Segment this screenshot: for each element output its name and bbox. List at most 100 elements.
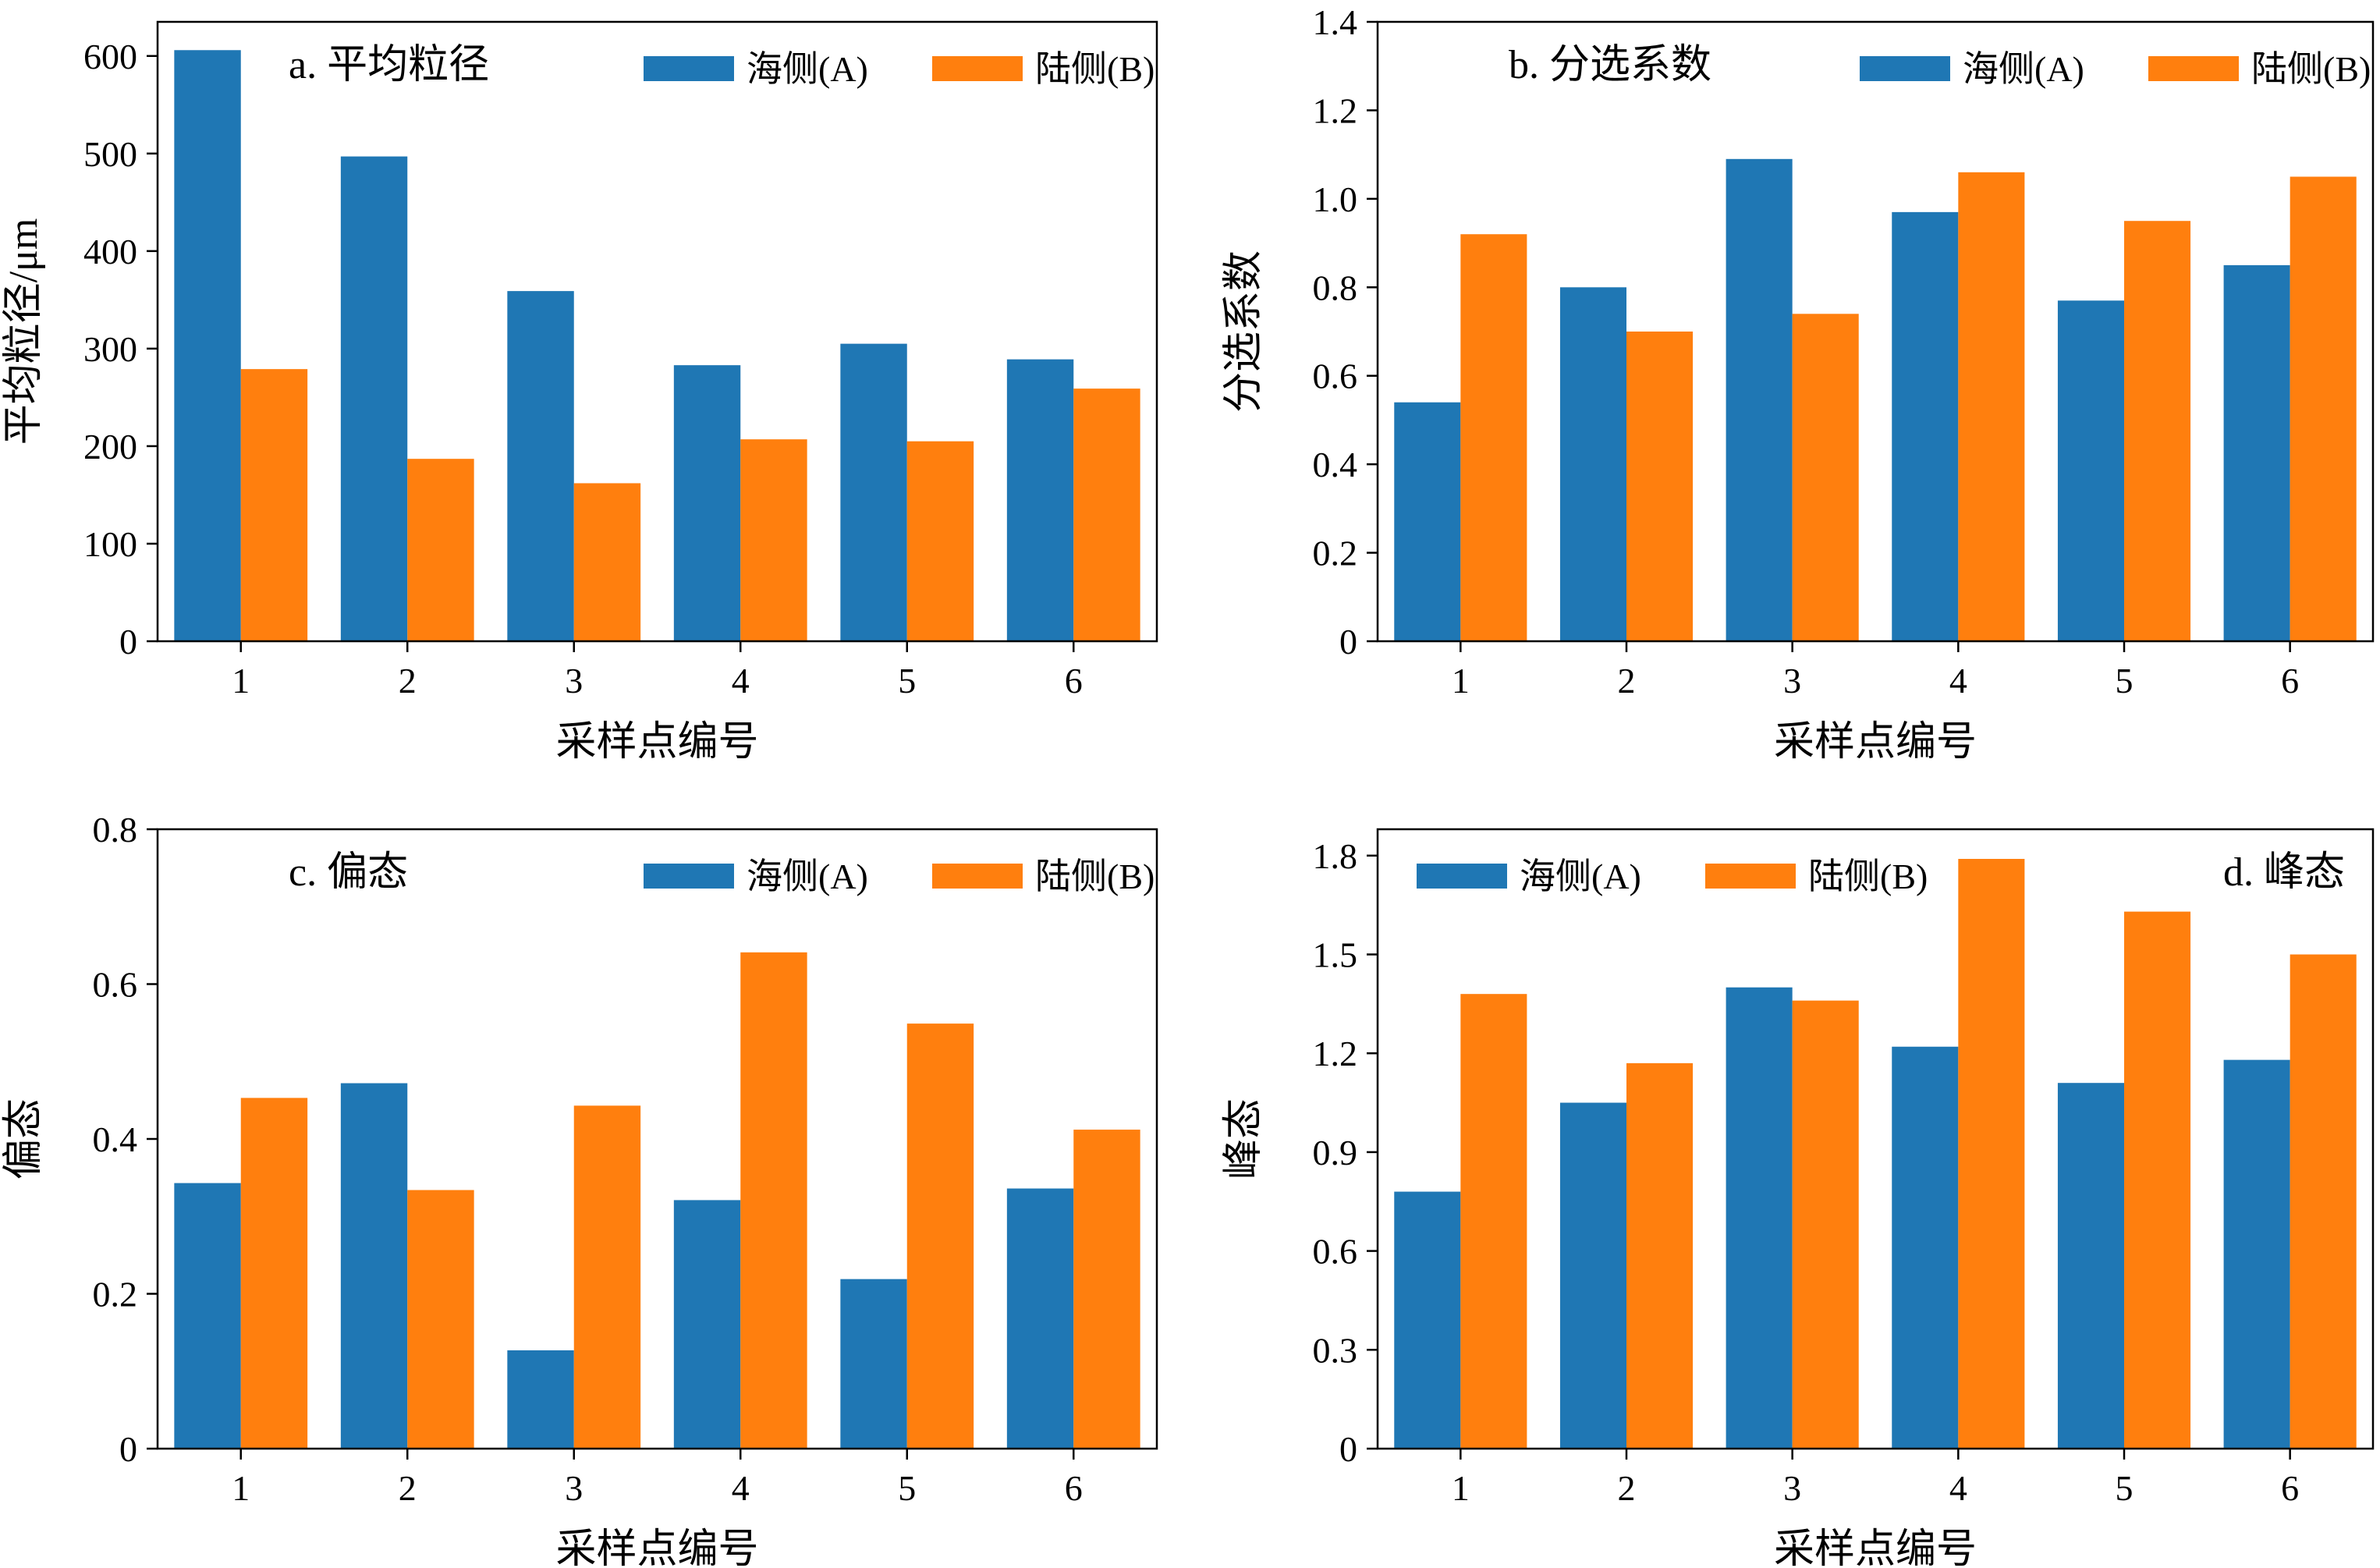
legend-label-sea: 海侧(A) [747,857,868,896]
y-tick-label: 1.4 [1313,2,1358,42]
y-tick-label: 500 [83,134,137,174]
x-tick-label: 4 [732,1468,750,1508]
x-tick-label: 3 [1783,1468,1801,1508]
bar-land-site-3 [573,483,641,641]
bar-sea-site-4 [673,365,741,641]
legend-label-land: 陆侧(B) [2251,49,2371,89]
bar-land-site-6 [1073,388,1140,641]
x-tick-label: 1 [232,1468,250,1508]
y-tick-label: 0 [1339,1429,1357,1469]
x-axis-title: 采样点编号 [1774,720,1977,764]
y-tick-label: 400 [83,232,137,271]
bar-land-site-4 [1958,172,2025,642]
bar-sea-site-1 [174,1183,241,1449]
panel-title: a. 平均粒径 [289,43,489,87]
bar-land-site-4 [740,439,807,641]
bar-land-site-1 [1460,994,1527,1449]
bar-land-site-2 [407,1190,474,1449]
bar-sea-site-1 [1394,1191,1461,1449]
legend-swatch-land [2148,56,2239,81]
y-axis-title: 平均粒径/μm [2,218,46,445]
x-tick-label: 4 [1949,661,1967,701]
legend-label-land: 陆侧(B) [1808,857,1928,896]
bar-land-site-5 [906,441,974,641]
bar-sea-site-4 [1892,211,1959,641]
bar-sea-site-3 [1726,987,1793,1449]
y-tick-label: 1.2 [1313,90,1358,130]
legend-label-land: 陆侧(B) [1035,857,1155,896]
panel-title: c. 偏态 [289,850,408,895]
bar-sea-site-6 [2223,264,2290,641]
x-tick-label: 2 [399,661,417,701]
y-tick-label: 1.0 [1313,179,1358,219]
x-tick-label: 6 [1065,1468,1083,1508]
bar-land-site-3 [1792,314,1859,641]
bar-land-site-6 [1073,1130,1140,1449]
bar-land-site-2 [1626,332,1694,641]
bar-land-site-3 [573,1105,641,1449]
bar-land-site-5 [2124,221,2191,641]
bar-sea-site-6 [1006,359,1074,641]
y-tick-label: 0.6 [1313,357,1358,396]
x-tick-label: 3 [565,661,583,701]
bar-land-site-5 [2124,911,2191,1449]
bar-sea-site-3 [507,291,574,641]
plot-frame [1376,828,2375,1450]
plot-frame [1376,20,2375,643]
bar-sea-site-1 [1394,402,1461,641]
bar-land-site-4 [740,952,807,1449]
x-tick-label: 3 [565,1468,583,1508]
y-tick-label: 0.3 [1313,1330,1358,1370]
legend-swatch-land [1705,864,1796,889]
legend-label-land: 陆侧(B) [1035,49,1155,89]
bar-sea-site-2 [340,1083,408,1449]
chart-panel-a: 0 100 200 300 400 500 600 1 2 3 4 5 6 采样点编号 平均粒径/μm a. … [2,20,1158,764]
y-tick-label: 1.2 [1313,1034,1358,1073]
y-tick-label: 0.4 [93,1119,138,1159]
bar-land-site-6 [2290,176,2357,641]
x-axis-title: 采样点编号 [1774,1527,1977,1568]
legend-label-sea: 海侧(A) [1520,857,1641,896]
legend-label-sea: 海侧(A) [747,49,868,89]
y-tick-label: 0.9 [1313,1133,1358,1172]
x-tick-label: 1 [232,661,250,701]
x-tick-label: 3 [1783,661,1801,701]
y-tick-label: 0 [119,622,137,662]
x-tick-label: 4 [732,661,750,701]
y-tick-label: 0.4 [1313,445,1358,484]
bar-land-site-1 [240,369,308,641]
bar-sea-site-2 [1559,287,1626,641]
y-axis-title: 峰态 [1222,1098,1266,1180]
bar-sea-site-2 [340,156,408,642]
bar-sea-site-1 [174,50,241,641]
bar-sea-site-4 [1892,1046,1959,1449]
y-tick-label: 0.2 [93,1275,138,1314]
bar-land-site-4 [1958,859,2025,1449]
bar-sea-site-5 [840,1279,907,1449]
y-tick-label: 300 [83,329,137,369]
chart-panel-b: 0 0.2 0.4 0.6 0.8 1.0 1.2 1.4 1 2 3 4 5 6 采样点编号 分选系数 b. … [1222,2,2375,764]
x-tick-label: 2 [1618,1468,1636,1508]
bar-land-site-1 [1460,234,1527,641]
bar-sea-site-5 [840,343,907,641]
y-tick-label: 0 [1339,622,1357,662]
legend-swatch-land [932,864,1023,889]
bar-land-site-1 [240,1098,308,1449]
x-tick-label: 1 [1452,661,1470,701]
legend-swatch-sea [1417,864,1507,889]
y-tick-label: 200 [83,427,137,466]
chart-panel-c: 0 0.2 0.4 0.6 0.8 1 2 3 4 5 6 采样点编号 偏态 c. 偏态 海侧(A) 陆侧(B… [2,810,1158,1568]
x-tick-label: 5 [898,661,916,701]
x-tick-label: 1 [1452,1468,1470,1508]
legend-swatch-land [932,56,1023,81]
bar-sea-site-4 [673,1200,741,1449]
y-tick-label: 0.2 [1313,534,1358,573]
y-tick-label: 600 [83,37,137,76]
x-tick-label: 5 [2116,661,2133,701]
x-axis-title: 采样点编号 [555,720,758,764]
bar-land-site-6 [2290,954,2357,1449]
y-tick-label: 100 [83,524,137,564]
legend-swatch-sea [1860,56,1950,81]
bar-land-site-3 [1792,1000,1859,1449]
